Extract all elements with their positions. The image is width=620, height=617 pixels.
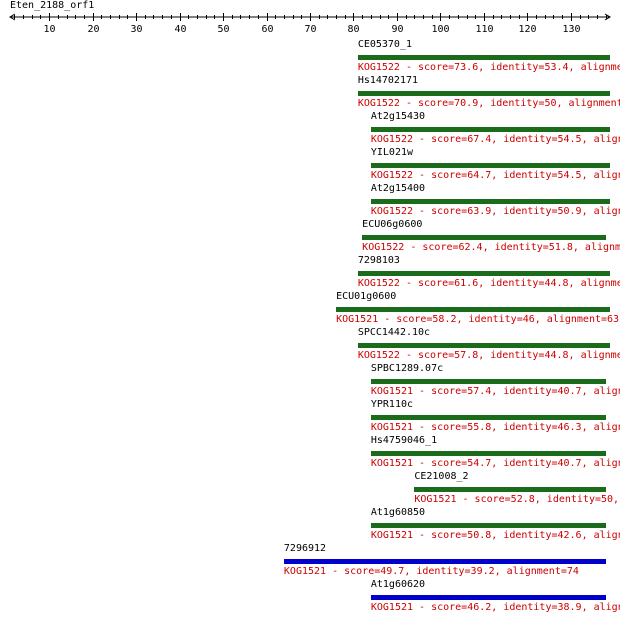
- hit-description: KOG1521 - score=57.4, identity=40.7, ali…: [370, 386, 620, 397]
- axis-tick-label: 50: [217, 24, 229, 35]
- hit-row[interactable]: 7296912 KOG1521 - score=49.7, identity=39…: [0, 543, 620, 579]
- hit-name: 7298103: [357, 255, 400, 266]
- axis-arrow-left: [9, 13, 16, 21]
- hit-description: KOG1522 - score=62.4, identity=51.8, ali…: [362, 242, 620, 253]
- hit-row[interactable]: CE21008_2 KOG1521 - score=52.8, identity=…: [0, 471, 620, 507]
- hit-bar[interactable]: [370, 199, 610, 204]
- hit-name: ECU06g0600: [362, 219, 423, 230]
- axis-tick-label: 60: [261, 24, 273, 35]
- hit-description: KOG1522 - score=57.8, identity=44.8, ali…: [357, 350, 620, 361]
- hit-row[interactable]: ECU01g0600 KOG1521 - score=58.2, identity…: [0, 291, 620, 327]
- axis-tick-label: 20: [87, 24, 99, 35]
- axis-tick-label: 90: [391, 24, 403, 35]
- hit-name: At2g15430: [370, 111, 426, 122]
- hit-name: ECU01g0600: [336, 291, 397, 302]
- axis-tick-label: 10: [43, 24, 55, 35]
- hit-bar[interactable]: [370, 127, 610, 132]
- hit-bar[interactable]: [283, 559, 606, 564]
- hit-name: CE21008_2: [414, 471, 469, 482]
- hit-bar[interactable]: [370, 595, 606, 600]
- axis-tick-label: 30: [130, 24, 142, 35]
- hit-name: SPBC1289.07c: [370, 363, 444, 374]
- hit-bar[interactable]: [370, 451, 606, 456]
- hit-description: KOG1522 - score=73.6, identity=53.4, ali…: [357, 62, 620, 73]
- hit-row[interactable]: YIL021w KOG1522 - score=64.7, identity=54…: [0, 147, 620, 183]
- hit-bar[interactable]: [370, 163, 610, 168]
- hit-description: KOG1522 - score=70.9, identity=50, align…: [357, 98, 620, 109]
- hit-description: KOG1522 - score=61.6, identity=44.8, ali…: [357, 278, 620, 289]
- axis-tick-label: 130: [562, 24, 580, 35]
- hit-name: CE05370_1: [357, 39, 412, 50]
- hit-bar[interactable]: [357, 343, 610, 348]
- hit-row[interactable]: Hs14702171 KOG1522 - score=70.9, identity…: [0, 75, 620, 111]
- axis-tick-label: 40: [174, 24, 186, 35]
- hit-bar[interactable]: [357, 55, 610, 60]
- hit-bar[interactable]: [370, 379, 606, 384]
- hit-row[interactable]: At1g60850 KOG1521 - score=50.8, identity=…: [0, 507, 620, 543]
- hit-description: KOG1522 - score=67.4, identity=54.5, ali…: [370, 134, 620, 145]
- hit-description: KOG1521 - score=58.2, identity=46, align…: [336, 314, 620, 325]
- hit-description: KOG1521 - score=49.7, identity=39.2, ali…: [283, 566, 579, 577]
- hit-bar[interactable]: [414, 487, 606, 492]
- hit-name: At2g15400: [370, 183, 426, 194]
- hit-name: At1g60850: [370, 507, 426, 518]
- hit-name: YIL021w: [370, 147, 414, 158]
- hit-name: Hs4759046_1: [370, 435, 438, 446]
- sequence-axis: 10 20 30 40 50 60 70 80 90 100 110 120 130: [9, 13, 611, 35]
- query-title: Eten_2188_orf1: [10, 0, 95, 11]
- hit-bar[interactable]: [370, 415, 606, 420]
- hit-row[interactable]: SPCC1442.10c KOG1522 - score=57.8, identi…: [0, 327, 620, 363]
- hit-description: KOG1521 - score=54.7, identity=40.7, ali…: [370, 458, 620, 469]
- hit-name: YPR110c: [370, 399, 414, 410]
- hit-description: KOG1522 - score=63.9, identity=50.9, ali…: [370, 206, 620, 217]
- hit-bar[interactable]: [357, 91, 610, 96]
- hit-row[interactable]: SPBC1289.07c KOG1521 - score=57.4, identi…: [0, 363, 620, 399]
- hit-name: 7296912: [283, 543, 327, 554]
- hit-row[interactable]: ECU06g0600 KOG1522 - score=62.4, identity…: [0, 219, 620, 255]
- hit-bar[interactable]: [336, 307, 610, 312]
- axis-tick-label: 70: [304, 24, 316, 35]
- hit-description: KOG1521 - score=52.8, identity=50, align…: [414, 494, 620, 505]
- axis-tick-label: 120: [518, 24, 536, 35]
- hit-name: Hs14702171: [357, 75, 419, 86]
- axis-tick-label: 110: [475, 24, 493, 35]
- hit-row[interactable]: At1g60620 KOG1521 - score=46.2, identity=…: [0, 579, 620, 615]
- hit-row[interactable]: YPR110c KOG1521 - score=55.8, identity=46…: [0, 399, 620, 435]
- hit-row[interactable]: At2g15400 KOG1522 - score=63.9, identity=…: [0, 183, 620, 219]
- hit-row[interactable]: Hs4759046_1 KOG1521 - score=54.7, identit…: [0, 435, 620, 471]
- hit-name: At1g60620: [370, 579, 426, 590]
- hit-bar[interactable]: [370, 523, 606, 528]
- hit-bar[interactable]: [362, 235, 606, 240]
- hit-row[interactable]: CE05370_1 KOG1522 - score=73.6, identity=…: [0, 39, 620, 75]
- hit-description: KOG1521 - score=50.8, identity=42.6, ali…: [370, 530, 620, 541]
- axis-tick-label: 80: [347, 24, 359, 35]
- hit-row[interactable]: 7298103 KOG1522 - score=61.6, identity=44…: [0, 255, 620, 291]
- hit-name: SPCC1442.10c: [357, 327, 431, 338]
- axis-tick-label: 100: [431, 24, 449, 35]
- hit-row[interactable]: At2g15430 KOG1522 - score=67.4, identity=…: [0, 111, 620, 147]
- hit-description: KOG1521 - score=55.8, identity=46.3, ali…: [370, 422, 620, 433]
- hit-bar[interactable]: [357, 271, 610, 276]
- hit-description: KOG1521 - score=46.2, identity=38.9, ali…: [370, 602, 620, 613]
- hit-description: KOG1522 - score=64.7, identity=54.5, ali…: [370, 170, 620, 181]
